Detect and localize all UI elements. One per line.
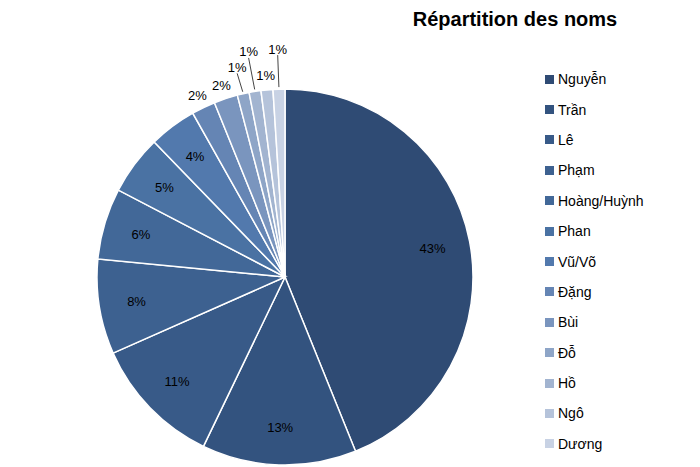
html-text:Phạm: Phạm — [558, 162, 595, 179]
html-text:Lê: Lê — [558, 132, 574, 148]
html-text:Phan: Phan — [558, 223, 591, 240]
svg-text:13%: 13% — [267, 420, 293, 435]
svg-text:1%: 1% — [228, 60, 247, 75]
html-text:Hồ: Hồ — [558, 375, 576, 392]
html-text:Bùi: Bùi — [558, 314, 579, 331]
svg-text:2%: 2% — [212, 78, 231, 93]
svg-text:11%: 11% — [164, 374, 189, 389]
html-text:Dương: Dương — [558, 435, 603, 452]
svg-text:4%: 4% — [186, 149, 205, 164]
svg-text:1%: 1% — [268, 42, 287, 57]
html-text:Đặng: Đặng — [558, 283, 592, 300]
svg-text:43%: 43% — [420, 241, 446, 256]
svg-text:8%: 8% — [127, 294, 146, 309]
html-text:Ngô: Ngô — [558, 405, 584, 422]
svg-text:6%: 6% — [131, 227, 150, 242]
html-text:Répartition des noms: Répartition des noms — [412, 8, 618, 30]
html-text:Nguyễn: Nguyễn — [558, 71, 607, 88]
html-text:Đỗ: Đỗ — [558, 344, 576, 361]
svg-text:2%: 2% — [188, 88, 207, 103]
svg-text:1%: 1% — [239, 44, 258, 59]
html-text:Hoàng/Huỳnh: Hoàng/Huỳnh — [558, 192, 644, 209]
svg-text:5%: 5% — [155, 180, 174, 195]
html-text:Trần: Trần — [558, 101, 587, 118]
svg-text:1%: 1% — [256, 68, 275, 83]
html-text:Vũ/Võ: Vũ/Võ — [558, 253, 597, 270]
